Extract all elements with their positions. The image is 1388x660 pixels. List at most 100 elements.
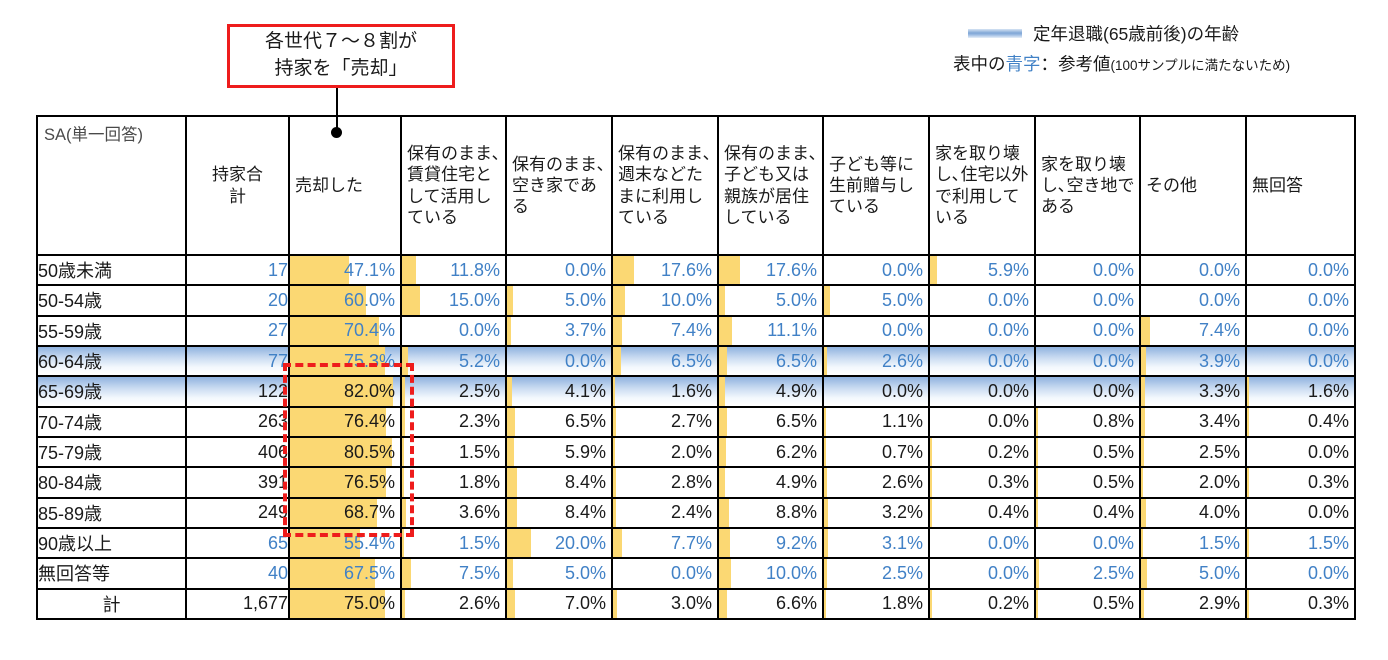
data-bar	[931, 438, 932, 466]
percent-value: 0.0%	[1092, 289, 1134, 310]
percent-value: 0.0%	[987, 380, 1029, 401]
percent-cell: 0.0%	[1034, 375, 1141, 408]
percent-value: 2.6%	[458, 593, 500, 614]
percent-value: 0.0%	[458, 320, 500, 341]
percent-cell: 47.1%	[288, 253, 402, 287]
data-bar	[403, 378, 405, 405]
percent-cell: 0.0%	[505, 344, 613, 378]
row-label: 60-64歳	[36, 344, 187, 378]
percent-value: 0.3%	[987, 471, 1029, 492]
row-label: 75-79歳	[36, 435, 187, 469]
percent-cell: 76.5%	[288, 466, 402, 499]
column-header: 家を取り壊し､住宅以外で利用している	[928, 115, 1036, 256]
percent-cell: 5.0%	[505, 557, 613, 590]
corner-header: SA(単一回答)	[36, 115, 187, 256]
percent-cell: 2.3%	[400, 405, 507, 438]
percent-cell: 2.6%	[400, 587, 507, 621]
table-row: 75-79歳 406 80.5% 1.5% 5.9% 2.0% 6.2% 0.7% 0.2% 0.…	[36, 435, 1356, 469]
legend-note-paren: (100サンプルに満たないため)	[1110, 58, 1291, 73]
percent-value: 5.2%	[458, 350, 500, 371]
percent-value: 0.7%	[881, 441, 923, 462]
data-bar	[1248, 590, 1249, 617]
percent-value: 0.0%	[1092, 259, 1134, 280]
percent-value: 2.9%	[1198, 593, 1240, 614]
percent-value: 0.8%	[1092, 411, 1134, 432]
percent-value: 6.5%	[775, 350, 817, 371]
percent-cell: 11.1%	[717, 314, 824, 347]
percent-value: 11.1%	[767, 320, 817, 341]
percent-value: 82.0%	[343, 380, 395, 401]
percent-value: 15.0%	[448, 289, 500, 310]
retirement-band-swatch-icon	[968, 29, 1022, 38]
data-bar	[1037, 560, 1039, 587]
percent-cell: 6.5%	[611, 344, 719, 378]
percent-value: 7.4%	[1198, 320, 1240, 341]
percent-cell: 2.5%	[1034, 557, 1141, 590]
percent-cell: 9.2%	[717, 526, 824, 560]
percent-value: 0.0%	[987, 411, 1029, 432]
percent-value: 0.0%	[1307, 562, 1349, 583]
percent-value: 2.6%	[881, 350, 923, 371]
percent-cell: 0.0%	[822, 375, 930, 408]
percent-cell: 1.5%	[400, 435, 507, 469]
data-bar	[1037, 408, 1038, 435]
percent-cell: 0.3%	[1245, 587, 1356, 621]
percent-cell: 3.2%	[822, 496, 930, 529]
percent-value: 0.4%	[1307, 411, 1349, 432]
percent-value: 3.7%	[564, 320, 606, 341]
sold-column-emphasis-box	[283, 363, 414, 537]
percent-value: 55.4%	[343, 532, 395, 553]
percent-value: 0.2%	[987, 441, 1029, 462]
data-bar	[508, 529, 531, 557]
row-label: 無回答等	[36, 557, 187, 590]
percent-cell: 1.1%	[822, 405, 930, 438]
percent-cell: 0.2%	[928, 587, 1036, 621]
data-bar	[720, 257, 740, 284]
percent-cell: 1.5%	[1139, 526, 1247, 560]
percent-value: 1.5%	[1198, 532, 1240, 553]
data-bar	[720, 590, 727, 617]
percent-cell: 5.2%	[400, 344, 507, 378]
data-bar	[403, 348, 409, 375]
percent-cell: 0.4%	[1245, 405, 1356, 438]
data-bar	[403, 590, 406, 617]
percent-cell: 0.0%	[928, 526, 1036, 560]
percent-cell: 6.6%	[717, 587, 824, 621]
data-bar	[1248, 378, 1249, 405]
percent-cell: 4.9%	[717, 466, 824, 499]
percent-value: 0.0%	[987, 350, 1029, 371]
percent-value: 1.6%	[670, 380, 712, 401]
percent-cell: 1.6%	[1245, 375, 1356, 408]
percent-cell: 1.6%	[611, 375, 719, 408]
percent-cell: 1.5%	[1245, 526, 1356, 560]
data-bar	[1037, 469, 1038, 496]
percent-value: 0.2%	[987, 593, 1029, 614]
percent-cell: 6.2%	[717, 435, 824, 469]
percent-value: 0.0%	[1307, 502, 1349, 523]
percent-cell: 0.0%	[928, 405, 1036, 438]
legend-note-mid: ：参考値	[1040, 54, 1111, 74]
percent-value: 0.3%	[1307, 593, 1349, 614]
table-row: 50-54歳 20 60.0% 15.0% 5.0% 10.0% 5.0% 5.0% 0.0% 0…	[36, 284, 1356, 317]
data-bar	[1142, 348, 1146, 375]
percent-value: 0.0%	[670, 562, 712, 583]
percent-value: 7.4%	[670, 320, 712, 341]
callout-connector-line	[336, 85, 338, 129]
percent-cell: 8.4%	[505, 496, 613, 529]
percent-cell: 0.0%	[1034, 344, 1141, 378]
percent-cell: 76.4%	[288, 405, 402, 438]
percent-cell: 8.8%	[717, 496, 824, 529]
percent-value: 1.5%	[458, 532, 500, 553]
percent-cell: 0.0%	[1245, 344, 1356, 378]
percent-cell: 0.0%	[928, 344, 1036, 378]
owned-total-cell: 77	[185, 344, 290, 378]
percent-cell: 0.0%	[1245, 496, 1356, 529]
percent-value: 0.0%	[1307, 350, 1349, 371]
percent-cell: 0.5%	[1034, 466, 1141, 499]
percent-value: 0.0%	[564, 350, 606, 371]
percent-cell: 3.6%	[400, 496, 507, 529]
data-bar	[825, 408, 826, 435]
percent-cell: 4.1%	[505, 375, 613, 408]
row-label: 50-54歳	[36, 284, 187, 317]
data-bar	[1248, 529, 1249, 557]
